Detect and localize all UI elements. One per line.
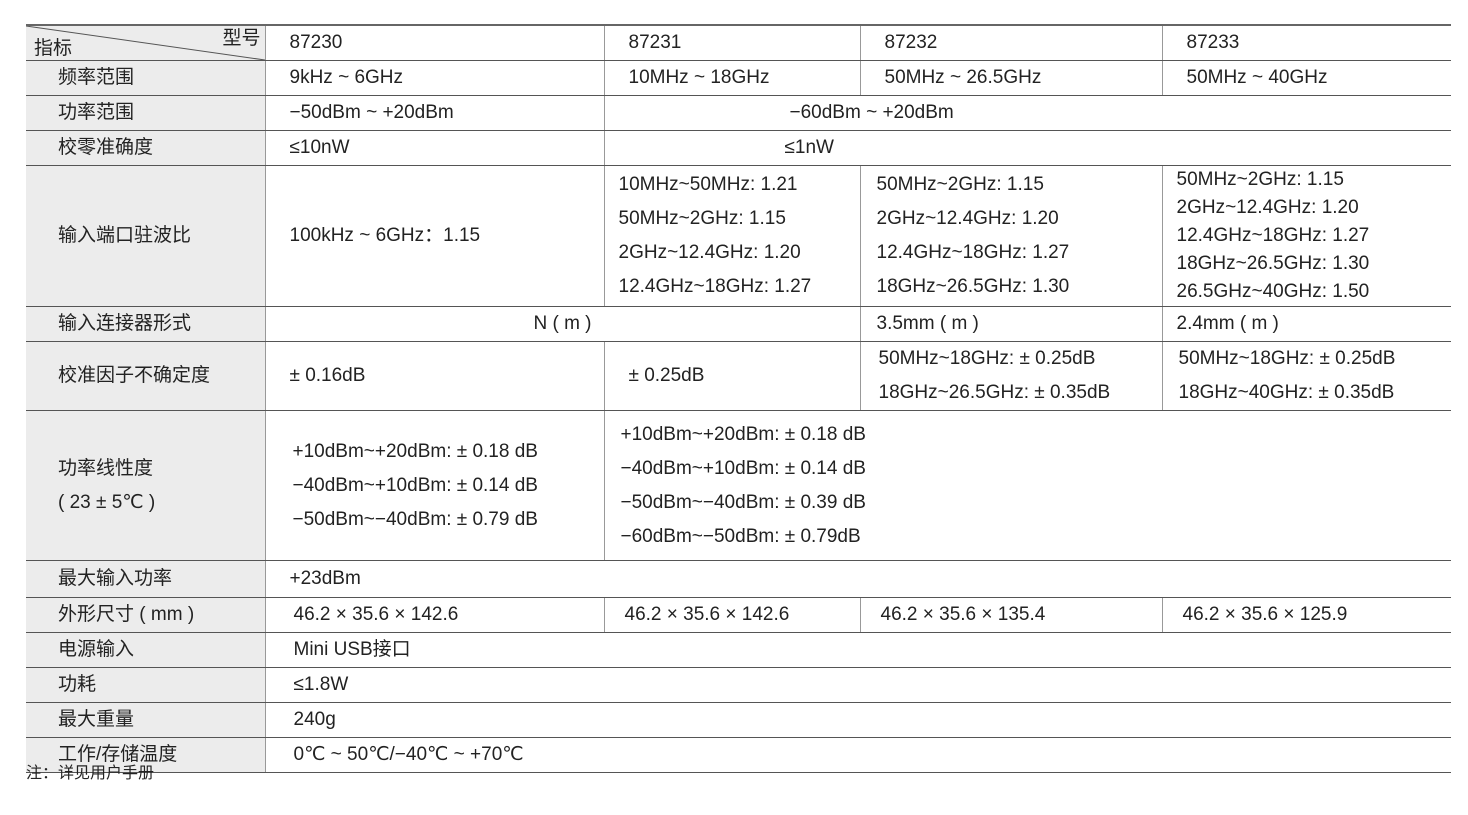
cell: +10dBm~+20dBm: ± 0.18 dB −40dBm~+10dBm: ±… (264, 410, 605, 561)
line: 2GHz~12.4GHz: 1.20 (1176, 197, 1359, 218)
row-label: 最大重量 (26, 702, 266, 738)
cell: 46.2 × 35.6 × 125.9 (1161, 597, 1451, 633)
table-row: 电源输入 Mini USB接口 (26, 632, 1451, 668)
cell: 50MHz ~ 26.5GHz (859, 60, 1163, 96)
cell: ± 0.16dB (264, 341, 605, 411)
cell: −60dBm ~ +20dBm (603, 95, 1451, 131)
row-label: 功率线性度 ( 23 ± 5℃ ) (26, 410, 266, 561)
cell: 50MHz~2GHz: 1.15 2GHz~12.4GHz: 1.20 12.4GH… (1161, 165, 1451, 307)
line: 18GHz~26.5GHz: ± 0.35dB (878, 382, 1111, 403)
row-label: 工作/存储温度 (26, 737, 266, 773)
cell: 10MHz ~ 18GHz (603, 60, 861, 96)
cell: 3.5mm ( m ) (859, 306, 1163, 342)
line: 50MHz~18GHz: ± 0.25dB (1178, 348, 1396, 369)
line: 50MHz~18GHz: ± 0.25dB (878, 348, 1096, 369)
cell: 9kHz ~ 6GHz (264, 60, 605, 96)
model-87232: 87232 (859, 24, 1163, 61)
cell: 0℃ ~ 50℃/−40℃ ~ +70℃ (264, 737, 1451, 773)
row-label: 电源输入 (26, 632, 266, 668)
line: 功率线性度 (58, 457, 154, 479)
cell: Mini USB接口 (264, 632, 1451, 668)
table-row: 输入连接器形式 N ( m ) 3.5mm ( m ) 2.4mm ( m ) (26, 306, 1451, 342)
table-row: 功率线性度 ( 23 ± 5℃ ) +10dBm~+20dBm: ± 0.18 d… (26, 410, 1451, 561)
footnote: 注：详见用户手册 (26, 765, 155, 782)
row-label: 功率范围 (26, 95, 266, 131)
row-label: 外形尺寸 ( mm ) (26, 597, 266, 633)
cell: 50MHz~2GHz: 1.15 2GHz~12.4GHz: 1.20 12.4GH… (859, 165, 1163, 307)
line: −50dBm~−40dBm: ± 0.39 dB (620, 491, 866, 513)
cell: 46.2 × 35.6 × 142.6 (603, 597, 861, 633)
line: 50MHz~2GHz: 1.15 (618, 208, 786, 229)
cell: −50dBm ~ +20dBm (264, 95, 605, 131)
line: −40dBm~+10dBm: ± 0.14 dB (292, 474, 538, 496)
cell: +23dBm (264, 560, 1451, 598)
line: −60dBm~−50dBm: ± 0.79dB (620, 525, 861, 547)
line: +10dBm~+20dBm: ± 0.18 dB (292, 440, 538, 462)
row-label: 功耗 (26, 667, 266, 703)
cell: 50MHz ~ 40GHz (1161, 60, 1451, 96)
line: 12.4GHz~18GHz: 1.27 (1176, 225, 1370, 246)
table-row: 校零准确度 ≤10nW ≤1nW (26, 130, 1451, 166)
line: 12.4GHz~18GHz: 1.27 (876, 242, 1070, 263)
table-row: 最大重量 240g (26, 702, 1451, 738)
line: 2GHz~12.4GHz: 1.20 (618, 242, 801, 263)
header-row: 指标 型号 87230 87231 87232 87233 (26, 24, 1451, 61)
line: 18GHz~26.5GHz: 1.30 (1176, 253, 1370, 274)
cell: ≤10nW (264, 130, 605, 166)
model-87230: 87230 (264, 24, 605, 61)
diagonal-line (26, 26, 265, 60)
row-label: 校零准确度 (26, 130, 266, 166)
corner-left: 指标 (34, 38, 73, 59)
cell: 46.2 × 35.6 × 142.6 (264, 597, 605, 633)
model-87231: 87231 (603, 24, 861, 61)
corner-cell: 指标 型号 (26, 24, 266, 61)
line: −40dBm~+10dBm: ± 0.14 dB (620, 457, 866, 479)
cell: ± 0.25dB (603, 341, 861, 411)
line: 18GHz~26.5GHz: 1.30 (876, 276, 1070, 297)
line: 18GHz~40GHz: ± 0.35dB (1178, 382, 1395, 403)
cell: 10MHz~50MHz: 1.21 50MHz~2GHz: 1.15 2GHz~12… (603, 165, 861, 307)
table-row: 外形尺寸 ( mm ) 46.2 × 35.6 × 142.6 46.2 × 3… (26, 597, 1451, 633)
cell: 50MHz~18GHz: ± 0.25dB 18GHz~40GHz: ± 0.35… (1161, 341, 1451, 411)
row-label: 频率范围 (26, 60, 266, 96)
cell: 50MHz~18GHz: ± 0.25dB 18GHz~26.5GHz: ± 0.… (859, 341, 1163, 411)
line: 12.4GHz~18GHz: 1.27 (618, 276, 812, 297)
line: +10dBm~+20dBm: ± 0.18 dB (620, 423, 866, 445)
cell: ≤1nW (603, 130, 1451, 166)
table-row: 工作/存储温度 0℃ ~ 50℃/−40℃ ~ +70℃ (26, 737, 1451, 773)
table-row: 功率范围 −50dBm ~ +20dBm −60dBm ~ +20dBm (26, 95, 1451, 131)
cell: +10dBm~+20dBm: ± 0.18 dB −40dBm~+10dBm: ±… (603, 410, 1451, 561)
table-row: 输入端口驻波比 100kHz ~ 6GHz：1.15 10MHz~50MHz: … (26, 165, 1451, 307)
row-label: 最大输入功率 (26, 560, 266, 598)
table-row: 功耗 ≤1.8W (26, 667, 1451, 703)
row-label: 校准因子不确定度 (26, 341, 266, 411)
spec-table: 指标 型号 87230 87231 87232 87233 频率范围 9kHz … (26, 24, 1451, 773)
line: 26.5GHz~40GHz: 1.50 (1176, 281, 1370, 302)
cell: N ( m ) (264, 306, 861, 342)
table-row: 校准因子不确定度 ± 0.16dB ± 0.25dB 50MHz~18GHz: … (26, 341, 1451, 411)
row-label: 输入连接器形式 (26, 306, 266, 342)
model-87233: 87233 (1161, 24, 1451, 61)
cell: 46.2 × 35.6 × 135.4 (859, 597, 1163, 633)
cell: ≤1.8W (264, 667, 1451, 703)
cell: 100kHz ~ 6GHz：1.15 (264, 165, 605, 307)
line: −50dBm~−40dBm: ± 0.79 dB (292, 508, 538, 530)
table-row: 最大输入功率 +23dBm (26, 560, 1451, 598)
corner-right: 型号 (222, 28, 261, 49)
line: 50MHz~2GHz: 1.15 (876, 174, 1044, 195)
cell: 240g (264, 702, 1451, 738)
table-row: 频率范围 9kHz ~ 6GHz 10MHz ~ 18GHz 50MHz ~ 2… (26, 60, 1451, 96)
line: ( 23 ± 5℃ ) (58, 491, 156, 513)
line: 2GHz~12.4GHz: 1.20 (876, 208, 1059, 229)
line: 50MHz~2GHz: 1.15 (1176, 169, 1344, 190)
line: 10MHz~50MHz: 1.21 (618, 174, 798, 195)
row-label: 输入端口驻波比 (26, 165, 266, 307)
cell: 2.4mm ( m ) (1161, 306, 1451, 342)
